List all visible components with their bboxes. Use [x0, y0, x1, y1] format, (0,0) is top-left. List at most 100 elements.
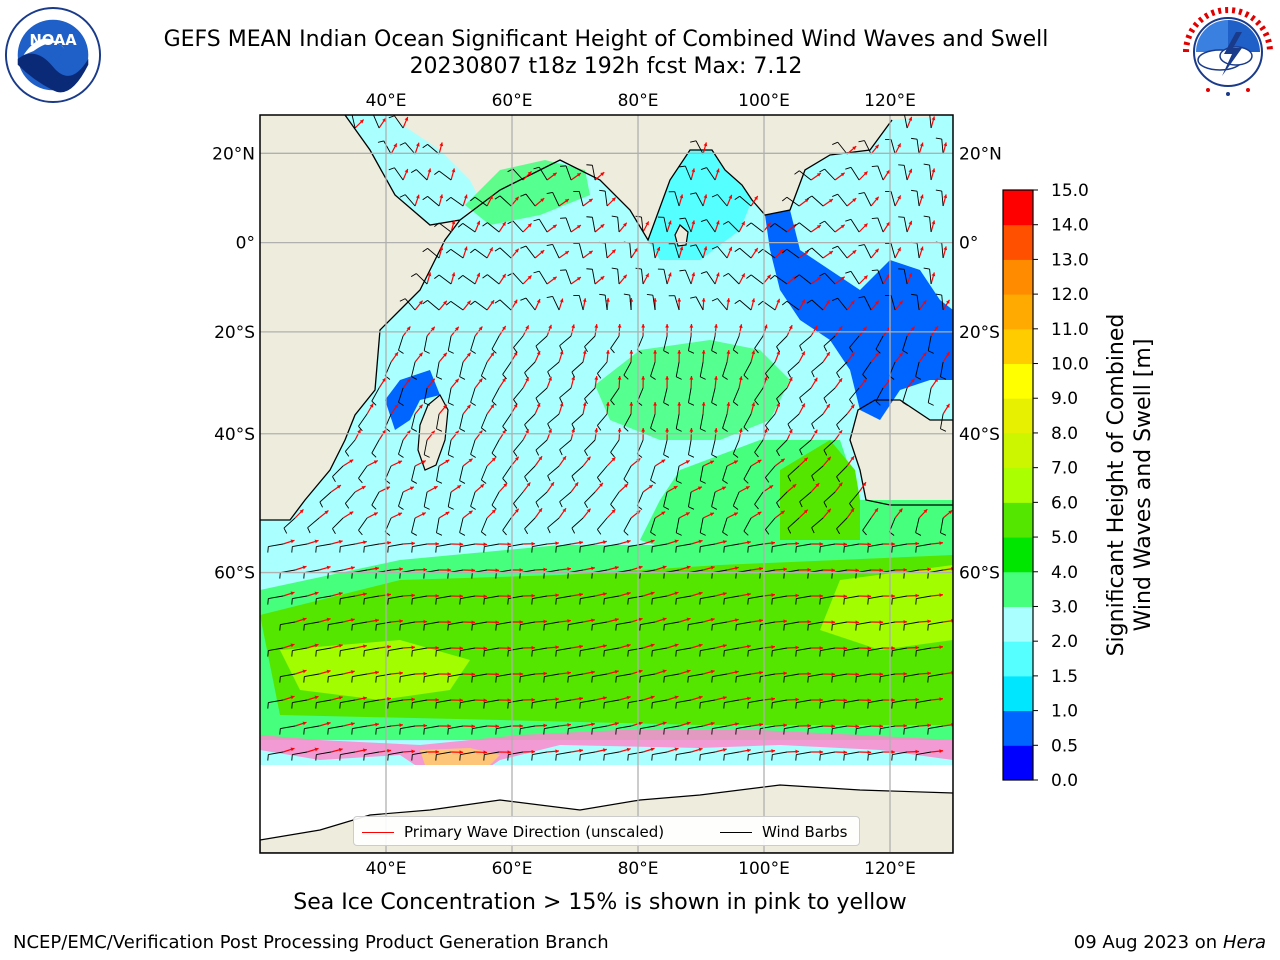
wind-barb	[734, 195, 752, 207]
wind-barb	[267, 751, 284, 761]
wind-barb	[679, 165, 692, 181]
wind-barb	[794, 222, 812, 233]
wind-barb	[547, 361, 560, 378]
ocean-field-southern-core	[280, 640, 470, 700]
wind-barb	[927, 621, 944, 631]
wind-barb	[734, 247, 752, 259]
wind-barb	[781, 248, 800, 259]
wave-arrow	[846, 507, 855, 519]
wind-barb	[771, 699, 788, 709]
wind-barb	[855, 621, 872, 631]
wave-arrow	[774, 510, 786, 519]
wind-barb	[471, 673, 488, 683]
wind-barb	[699, 517, 706, 536]
wind-barb	[903, 673, 920, 683]
wind-barb	[891, 595, 908, 605]
wave-arrow	[570, 592, 584, 597]
wave-arrow	[415, 567, 428, 572]
wind-barb	[711, 439, 718, 458]
wind-barb	[836, 465, 848, 483]
wind-barb	[776, 335, 788, 353]
wind-barb	[398, 439, 404, 458]
wave-arrow	[786, 324, 793, 337]
wind-barb	[363, 751, 380, 761]
wind-barb	[423, 439, 430, 458]
wave-arrow	[606, 618, 619, 623]
wind-barb	[555, 543, 572, 553]
wind-barb	[765, 361, 776, 379]
wind-barb	[611, 267, 620, 285]
wave-arrow	[811, 750, 824, 754]
wind-barb	[871, 165, 884, 181]
wave-arrow	[738, 485, 750, 493]
wind-barb	[699, 361, 706, 380]
wave-arrow	[738, 696, 751, 701]
wind-barb	[711, 491, 718, 510]
wave-arrow	[594, 223, 605, 233]
wave-arrow	[775, 671, 788, 676]
wind-barb	[411, 413, 418, 432]
wind-barb	[495, 725, 512, 735]
wind-barb	[471, 621, 488, 631]
wave-arrow	[462, 404, 472, 415]
wind-barb	[765, 465, 776, 483]
wave-arrow	[402, 486, 415, 493]
wind-barb	[711, 194, 728, 207]
wave-arrow	[450, 220, 456, 233]
wind-barb	[639, 621, 656, 631]
wind-barb	[754, 387, 764, 406]
wave-arrow	[403, 541, 416, 546]
wind-barb	[363, 699, 380, 709]
wave-arrow	[511, 568, 524, 572]
wind-barb	[445, 248, 464, 259]
wind-barb	[849, 491, 860, 509]
wave-arrow	[378, 117, 387, 129]
wave-arrow	[414, 512, 427, 519]
wave-arrow	[942, 299, 951, 311]
wave-arrow	[942, 142, 948, 155]
wave-arrow	[354, 748, 367, 753]
wave-arrow	[906, 272, 913, 285]
wave-arrow	[630, 247, 639, 259]
wave-arrow	[942, 509, 953, 519]
wind-barb	[422, 247, 440, 259]
wave-arrow	[438, 300, 448, 311]
wave-arrow	[534, 298, 541, 311]
wave-arrow	[677, 349, 682, 363]
wave-arrow	[726, 298, 731, 311]
wind-barb	[332, 517, 344, 535]
wave-arrow	[702, 617, 715, 623]
wave-arrow	[534, 455, 543, 467]
wave-arrow	[666, 695, 679, 701]
wind-barb	[923, 215, 932, 233]
wind-barb	[560, 269, 572, 285]
wave-arrow	[870, 507, 879, 519]
wave-arrow	[822, 351, 831, 363]
wind-barb	[571, 517, 584, 534]
wind-barb	[483, 699, 500, 709]
wind-barb	[663, 725, 680, 735]
wind-barb	[650, 413, 656, 432]
legend-wind-label: Wind Barbs	[762, 823, 848, 841]
wind-barb	[387, 595, 404, 605]
wave-arrow	[894, 300, 904, 311]
wind-barb	[399, 673, 416, 683]
wave-arrow	[823, 672, 836, 677]
wind-barb	[447, 491, 454, 510]
ocean-field-central	[595, 340, 790, 440]
footer-date-text: 09 Aug 2023 on	[1073, 932, 1218, 953]
sea-ice-note: Sea Ice Concentration > 15% is shown in …	[293, 890, 907, 915]
wave-arrow	[403, 645, 416, 650]
wave-arrow	[726, 246, 733, 259]
wind-barb	[819, 272, 836, 285]
wave-arrow	[475, 542, 488, 547]
lat-tick-label-right: 20°S	[959, 323, 1000, 343]
wind-barb	[283, 517, 296, 534]
wind-barb	[776, 387, 788, 405]
wind-barb	[776, 439, 788, 457]
wave-arrow	[415, 671, 428, 676]
wave-arrow	[498, 482, 508, 493]
wind-barb	[651, 543, 668, 553]
wave-arrow	[799, 671, 812, 676]
lon-tick-label-bottom: 40°E	[366, 859, 407, 879]
